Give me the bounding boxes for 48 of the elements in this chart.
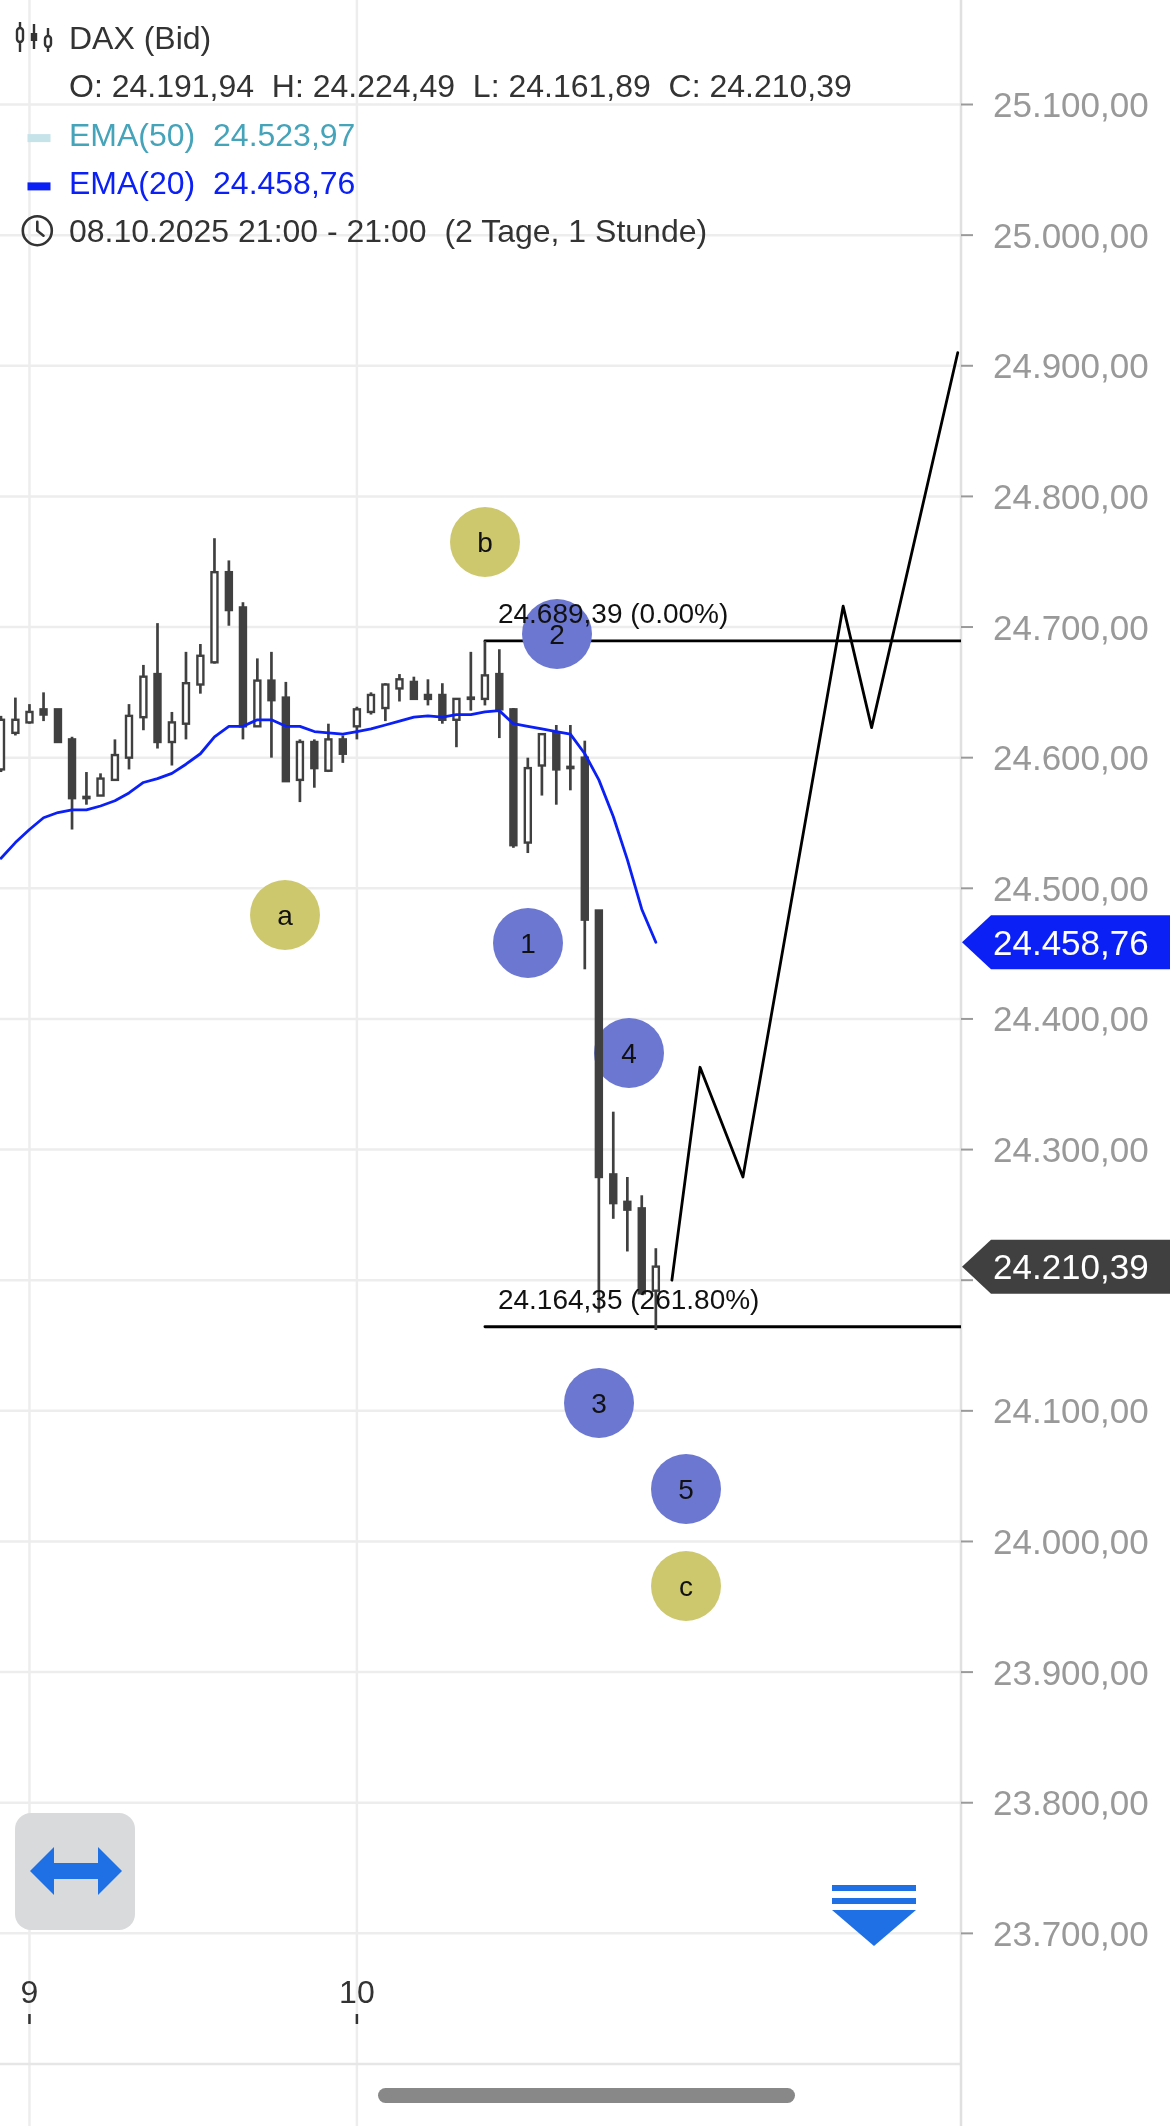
- legend-label: EMA(50) 24.523,97: [69, 116, 356, 153]
- candlestick: [96, 772, 105, 797]
- text: 24.210,39: [993, 1247, 1149, 1287]
- candlestick: [338, 734, 348, 765]
- candlestick: [466, 650, 476, 712]
- candlestick: [381, 681, 390, 723]
- y-tick-label: 24.600,00: [993, 738, 1149, 778]
- y-tick-label: 23.700,00: [993, 1913, 1149, 1953]
- annotation: a: [277, 899, 294, 931]
- candlestick: [480, 639, 490, 707]
- candlestick: [395, 672, 404, 703]
- x-tick-label: 9: [20, 1974, 39, 2010]
- y-tick-label: 23.900,00: [993, 1652, 1149, 1692]
- candlestick: [39, 691, 48, 723]
- candlestick: [167, 710, 177, 767]
- y-tick-label: 23.800,00: [993, 1783, 1149, 1823]
- candlestick: [82, 770, 91, 807]
- annotation: b: [477, 526, 493, 558]
- candlestick: [267, 650, 276, 760]
- annotation: c: [679, 1570, 693, 1602]
- y-tick-label: 24.100,00: [993, 1391, 1149, 1431]
- annotation: 1: [520, 927, 536, 959]
- y-tick-label: 24.700,00: [993, 607, 1149, 647]
- text: O: 24.191,94 H: 24.224,49 L: 24.161,89 C: 24.210,39: [69, 68, 852, 105]
- x-tick-label: 10: [339, 1974, 375, 2010]
- candlestick: [366, 691, 376, 716]
- annotation: 3: [591, 1387, 607, 1419]
- y-tick-label: 24.000,00: [993, 1521, 1149, 1561]
- legend-label: EMA(20) 24.458,76: [69, 164, 356, 201]
- y-tick-label: 24.500,00: [993, 868, 1149, 908]
- y-tick-label: 24.400,00: [993, 999, 1149, 1039]
- text: DAX (Bid): [69, 20, 212, 56]
- candlestick: [25, 702, 34, 726]
- annotation: 08.10.2025 21:00 - 21:00 (2 Tage, 1 Stunde): [69, 213, 708, 250]
- candlestick: [566, 723, 575, 792]
- annotation: 5: [678, 1473, 694, 1505]
- y-tick-label: 24.800,00: [993, 476, 1149, 516]
- candlestick: [409, 675, 419, 701]
- candlestick: [623, 1175, 632, 1253]
- y-tick-label: 24.900,00: [993, 346, 1149, 386]
- candlestick: [352, 705, 362, 741]
- annotation: 4: [621, 1037, 637, 1069]
- text: 24.458,76: [993, 922, 1149, 962]
- candlestick: [11, 696, 20, 737]
- y-tick-label: 25.000,00: [993, 215, 1149, 255]
- candlestick: [423, 677, 433, 707]
- y-tick-label: 25.100,00: [993, 85, 1149, 125]
- y-tick-label: 24.300,00: [993, 1130, 1149, 1170]
